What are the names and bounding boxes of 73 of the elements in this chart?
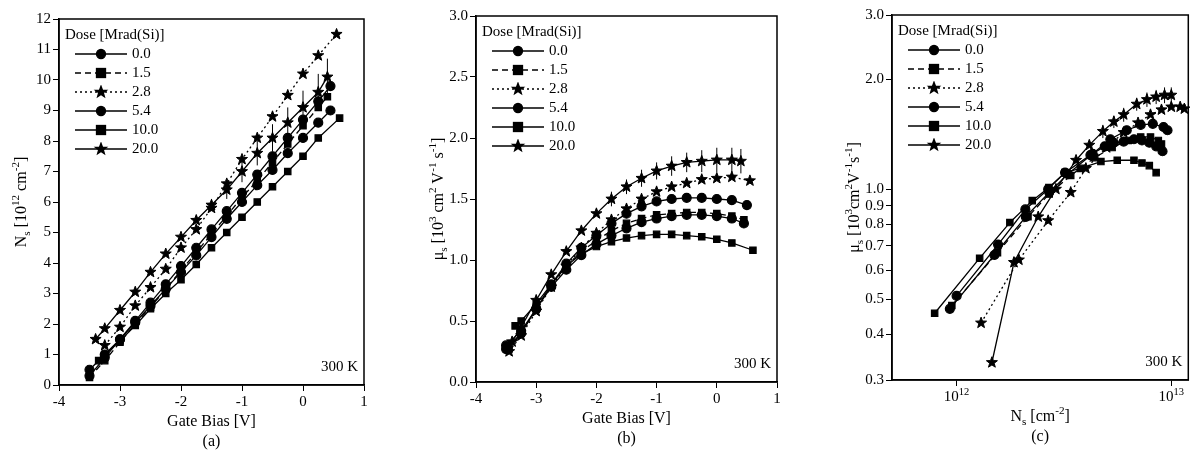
legend-title: Dose [Mrad(Si)] <box>65 25 165 44</box>
x-axis-title: Gate Bias [V] <box>167 412 256 430</box>
x-axis-title: Gate Bias [V] <box>582 409 671 427</box>
legend-label: 1.5 <box>965 59 984 78</box>
y-tick-label: 0.3 <box>865 370 884 387</box>
y-tick-label: 2.5 <box>449 67 468 84</box>
y-tick-label: 12 <box>36 9 51 26</box>
legend-label: 1.5 <box>132 63 151 82</box>
y-tick-label: 11 <box>36 40 51 57</box>
y-tick-label: 0.0 <box>449 372 468 389</box>
y-tick-label: 0.7 <box>865 236 885 253</box>
y-tick-label: 7 <box>43 162 52 179</box>
y-tick-label: 1.5 <box>449 189 468 206</box>
x-tick-label: 1 <box>773 389 781 406</box>
y-tick-label: 9 <box>43 101 51 118</box>
y-tick-label: 0.9 <box>865 196 884 213</box>
y-tick-label: 0.6 <box>865 261 885 278</box>
legend-label: 10.0 <box>132 120 159 139</box>
text: (b) <box>617 429 636 448</box>
y-tick-label: 3.0 <box>449 6 468 23</box>
legend-label: 10.0 <box>965 116 992 135</box>
y-tick-label: 0.5 <box>449 311 468 328</box>
x-tick-label: -1 <box>235 392 249 409</box>
x-tick-label: -2 <box>174 392 188 409</box>
y-tick-label: 6 <box>43 192 52 209</box>
x-tick-label: -3 <box>529 389 543 406</box>
x-tick-label: -1 <box>650 389 663 406</box>
annotation: 300 K <box>733 354 772 371</box>
legend-label: 2.8 <box>965 78 984 97</box>
text: (c) <box>1031 427 1050 446</box>
legend-label: 0.0 <box>132 44 151 63</box>
y-tick-label: 4 <box>43 253 52 270</box>
legend-label: 5.4 <box>549 98 568 117</box>
legend-label: 20.0 <box>965 135 992 154</box>
text: μs [103cm2V-1s-1] <box>842 142 865 253</box>
y-tick-label: 2 <box>43 314 51 331</box>
legend-label: 5.4 <box>965 97 984 116</box>
x-tick-label: -3 <box>113 392 127 409</box>
legend-label: 0.0 <box>965 40 984 59</box>
y-tick-label: 1.0 <box>449 250 468 267</box>
y-axis-title: Ns [1012 cm-2] <box>9 156 32 248</box>
y-tick-label: 1 <box>43 345 51 362</box>
y-tick-label: 0.4 <box>865 325 885 342</box>
legend-label: 2.8 <box>549 79 568 98</box>
x-tick-label: -4 <box>469 389 483 406</box>
text: (a) <box>202 432 221 451</box>
legend-label: 0.0 <box>549 41 568 60</box>
y-tick-label: 8 <box>43 131 51 148</box>
x-tick-label: 1 <box>360 392 368 409</box>
y-tick-label: 0.8 <box>865 215 884 232</box>
y-tick-label: 5 <box>43 223 51 240</box>
legend-label: 1.5 <box>549 60 568 79</box>
y-tick-label: 3.0 <box>865 5 884 22</box>
legend-title: Dose [Mrad(Si)] <box>482 22 582 41</box>
legend-label: 10.0 <box>549 117 576 136</box>
x-tick-label: 0 <box>299 392 307 409</box>
y-tick-label: 2.0 <box>865 70 884 87</box>
text: μs [103 cm2 V-1 s-1] <box>426 137 449 261</box>
legend-label: 20.0 <box>132 139 159 158</box>
x-tick-label: -2 <box>590 389 603 406</box>
annotation: 300 K <box>320 357 359 374</box>
x-tick-label: -4 <box>52 392 66 409</box>
legend-label: 20.0 <box>549 136 576 155</box>
x-tick-label: 0 <box>713 389 721 406</box>
legend-label: 2.8 <box>132 82 151 101</box>
y-tick-label: 3 <box>43 284 51 301</box>
y-tick-label: 10 <box>36 70 51 87</box>
annotation: 300 K <box>1145 352 1183 369</box>
y-tick-label: 0.5 <box>865 289 884 306</box>
y-tick-label: 1.0 <box>865 180 884 197</box>
legend-label: 5.4 <box>132 101 151 120</box>
legend-title: Dose [Mrad(Si)] <box>898 21 998 40</box>
y-tick-label: 2.0 <box>449 128 468 145</box>
